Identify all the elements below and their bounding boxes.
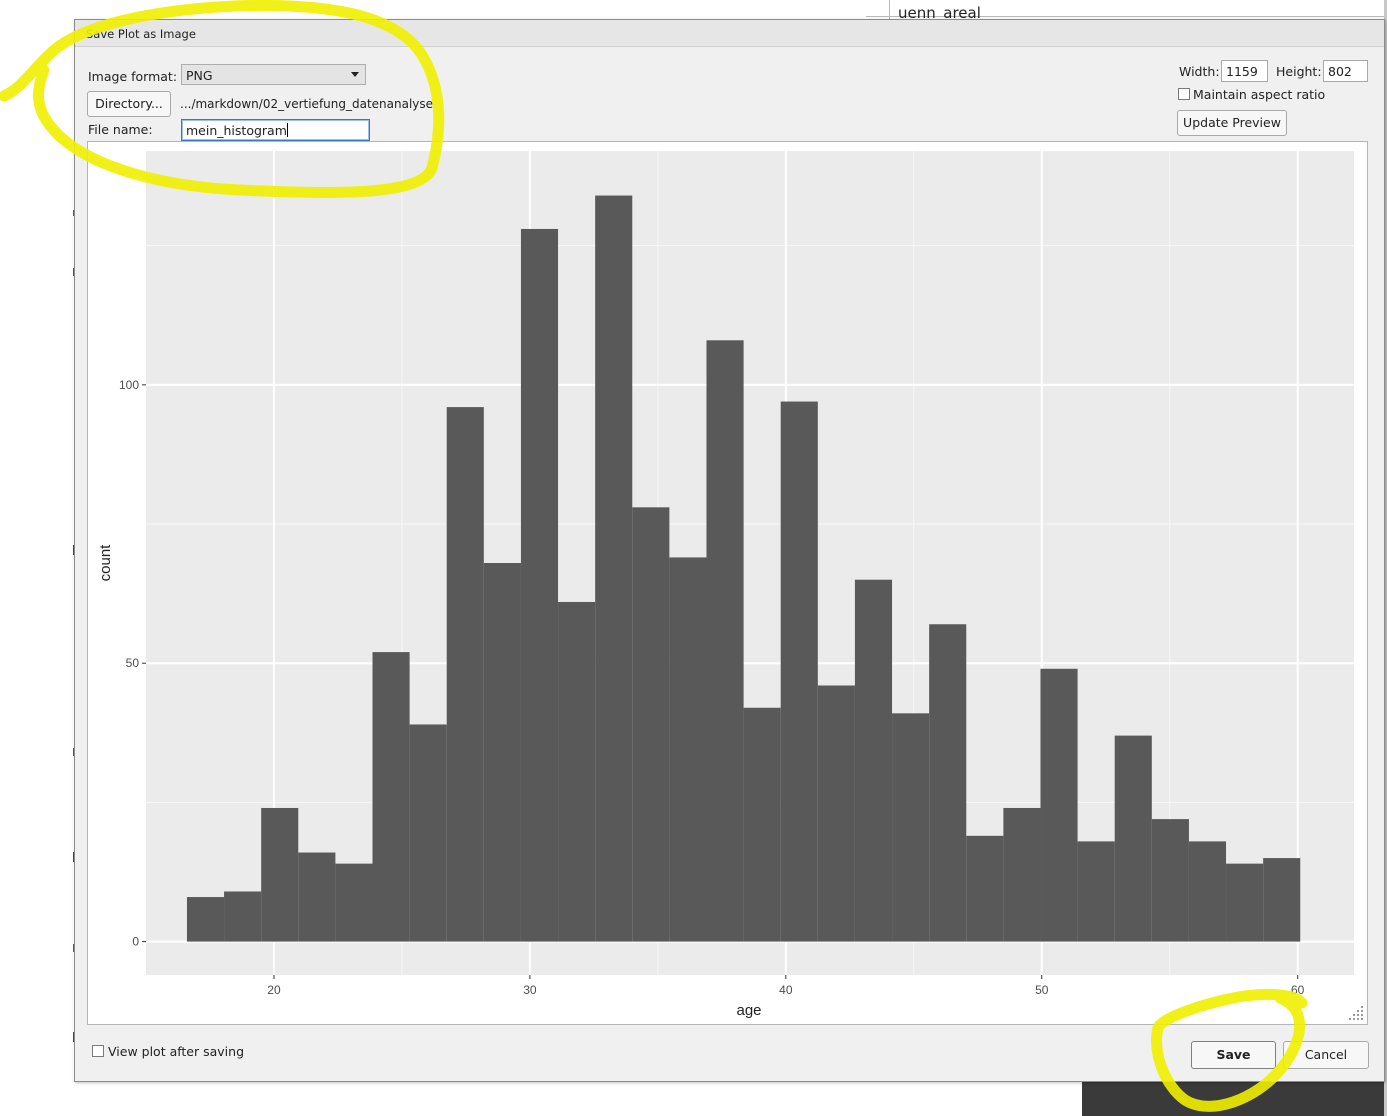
update-preview-button[interactable]: Update Preview [1177, 110, 1287, 136]
histogram-bar [1003, 807, 1041, 942]
plot-preview: 0 50 100 20 30 40 50 60 age count [87, 141, 1368, 1025]
background-divider [866, 16, 1386, 17]
histogram-bar [446, 407, 484, 942]
histogram-bar [298, 852, 336, 942]
x-tick-label: 50 [1035, 983, 1049, 997]
y-axis-title: count [97, 544, 114, 582]
file-name-value: mein_histogram [186, 123, 287, 138]
histogram-bar [261, 807, 299, 942]
image-format-value: PNG [186, 68, 213, 83]
image-format-select[interactable]: PNG [181, 64, 366, 85]
save-button[interactable]: Save [1191, 1041, 1276, 1069]
dialog-titlebar[interactable]: Save Plot as Image [75, 20, 1384, 47]
histogram-bar [817, 685, 855, 942]
text-caret [286, 123, 288, 137]
y-tick-label: 50 [126, 656, 140, 670]
x-tick-label: 20 [267, 983, 281, 997]
histogram-bar [224, 891, 262, 942]
save-plot-dialog: Save Plot as Image Image format: PNG Dir… [74, 19, 1385, 1082]
width-input[interactable]: 1159 [1221, 60, 1268, 82]
background-divider [889, 0, 890, 19]
histogram-bar [335, 863, 373, 942]
directory-button[interactable]: Directory... [87, 91, 171, 117]
histogram-bar [520, 228, 559, 942]
histogram-bar [483, 563, 521, 942]
width-label: Width: [1179, 64, 1220, 79]
height-label: Height: [1276, 64, 1322, 79]
histogram-bar [186, 897, 225, 942]
dialog-title: Save Plot as Image [86, 27, 196, 41]
directory-path: .../markdown/02_vertiefung_datenanalyse [180, 97, 434, 111]
histogram-bar [706, 340, 744, 942]
histogram-bar [1151, 819, 1189, 942]
histogram-bar [558, 601, 596, 942]
histogram-bar [1263, 858, 1301, 942]
histogram-bar [1226, 863, 1264, 942]
view-after-saving-checkbox[interactable] [92, 1045, 104, 1057]
histogram-bar [1188, 841, 1227, 942]
histogram-bar [632, 507, 670, 942]
background-tab-text: uenn_areal [898, 4, 981, 18]
histogram-bar [743, 707, 781, 942]
histogram-bar [892, 713, 930, 942]
height-input[interactable]: 802 [1323, 60, 1368, 82]
y-tick-label: 100 [119, 378, 139, 392]
resize-grip-icon[interactable] [1345, 1002, 1365, 1022]
x-tick-label: 60 [1291, 983, 1305, 997]
background-scrollbar [1384, 0, 1387, 1116]
view-after-saving-label: View plot after saving [108, 1044, 245, 1059]
image-format-label: Image format: [88, 69, 178, 84]
x-tick-label: 40 [779, 983, 793, 997]
histogram-bar [409, 724, 447, 942]
x-axis-title: age [736, 1002, 761, 1019]
maintain-aspect-label: Maintain aspect ratio [1193, 87, 1326, 102]
background-console-area [1082, 1077, 1387, 1116]
histogram-bar [1077, 841, 1115, 942]
histogram-bar [595, 195, 633, 942]
histogram-bar [1040, 668, 1078, 942]
histogram-bar [929, 624, 967, 942]
histogram-bar [372, 652, 410, 942]
y-tick-label: 0 [132, 935, 139, 949]
file-name-input[interactable]: mein_histogram [181, 119, 370, 141]
file-name-label: File name: [88, 122, 153, 137]
histogram-chart: 0 50 100 20 30 40 50 60 age count [97, 151, 1354, 1019]
x-tick-label: 30 [523, 983, 537, 997]
histogram-bar [1114, 735, 1152, 942]
background-editor-strip [0, 0, 75, 1116]
dropdown-arrow-icon [351, 72, 359, 77]
histogram-bar [780, 401, 818, 942]
histogram-bar [669, 557, 707, 942]
histogram-bar [966, 835, 1004, 942]
maintain-aspect-checkbox[interactable] [1178, 88, 1190, 100]
cancel-button[interactable]: Cancel [1283, 1041, 1369, 1069]
histogram-bar [854, 579, 893, 942]
